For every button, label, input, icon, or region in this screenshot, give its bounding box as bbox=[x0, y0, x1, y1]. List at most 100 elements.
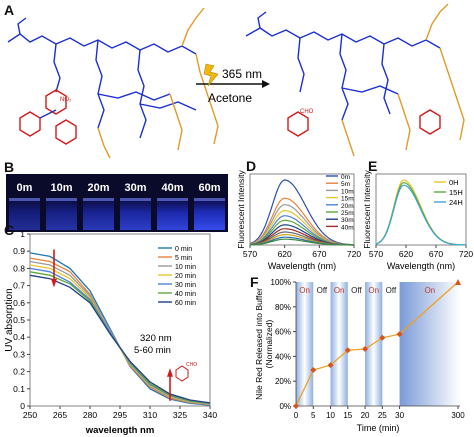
x-tick-label: 280 bbox=[83, 410, 97, 420]
y-tick-label: 100% bbox=[271, 278, 291, 287]
x-tick-label: 250 bbox=[23, 410, 37, 420]
nile-red-release-chart: On Off On Off On Off On 0% 20% 40% 60% 80% 100% 0 5 10 1… bbox=[254, 278, 465, 433]
panel-c: C 0 0.1 0.2 0.3 0.4 0.5 0.6 0.7 0.8 0.9 1 250 265 280… bbox=[0, 220, 232, 437]
x-axis-title: wavelength nm bbox=[85, 425, 155, 436]
panel-d-label: D bbox=[246, 158, 257, 174]
fluorescence-chart-e: 570 620 670 720 Wavelength (nm) Fluorescent I… bbox=[362, 170, 473, 271]
vial bbox=[46, 198, 77, 230]
legend-entry: 30m bbox=[341, 217, 354, 224]
x-tick-label: 295 bbox=[113, 410, 127, 420]
region-label: On bbox=[424, 286, 435, 295]
x-tick-label: 325 bbox=[173, 410, 187, 420]
y-tick-label: 0.5 bbox=[13, 315, 25, 325]
x-axis-title: Wavelength (nm) bbox=[387, 261, 455, 271]
vial-label: 30m bbox=[124, 182, 146, 194]
data-point bbox=[362, 345, 369, 352]
x-tick-label: 0 bbox=[294, 411, 299, 420]
y-tick-label: 0.1 bbox=[13, 384, 25, 394]
region-label: On bbox=[334, 286, 345, 295]
y-tick-label: 0.8 bbox=[13, 263, 25, 273]
legend-entry: 0m bbox=[341, 174, 350, 181]
legend-entry: 20m bbox=[341, 203, 354, 210]
x-tick-label: 720 bbox=[347, 249, 361, 259]
vial-meniscus bbox=[194, 198, 225, 201]
y-tick-label: 0 bbox=[20, 401, 25, 411]
vial-meniscus bbox=[120, 198, 151, 201]
legend-entry: 60 min bbox=[175, 300, 196, 307]
x-tick-label: 720 bbox=[459, 249, 473, 259]
y-axis-title: Fluorescent Intensity bbox=[362, 170, 372, 249]
y-tick-label: 0.3 bbox=[13, 349, 25, 359]
panel-e-label: E bbox=[368, 158, 378, 174]
data-point bbox=[379, 334, 386, 341]
region-label: Off bbox=[386, 286, 397, 295]
plot-frame bbox=[375, 173, 467, 246]
legend-entry: 30 min bbox=[175, 282, 196, 289]
series-line bbox=[29, 274, 211, 404]
legend-entry: 5 min bbox=[175, 255, 192, 262]
lightning-icon bbox=[203, 63, 219, 87]
uv-absorption-chart: 0 0.1 0.2 0.3 0.4 0.5 0.6 0.7 0.8 0.9 1 250 265 280 29… bbox=[4, 229, 217, 436]
legend-entry: 0H bbox=[449, 178, 459, 187]
annotation-320nm: 320 nm bbox=[140, 333, 172, 344]
y-tick-label: 0.9 bbox=[13, 246, 25, 256]
x-tick-label: 570 bbox=[369, 249, 383, 259]
y-tick-label: 80% bbox=[275, 303, 291, 312]
y-axis-title-unit: (Normalized) bbox=[264, 320, 274, 369]
x-tick-label: 30 bbox=[395, 411, 404, 420]
y-tick-label: 0.4 bbox=[13, 332, 25, 342]
series-line bbox=[249, 238, 354, 246]
vial-photo: 0m 10m 20m 30m 40m 60m bbox=[6, 174, 228, 232]
vial-meniscus bbox=[9, 198, 40, 201]
data-point bbox=[396, 331, 403, 338]
reaction-wavelength: 365 nm bbox=[222, 67, 262, 81]
vial-meniscus bbox=[157, 198, 188, 201]
fluorescence-chart-d: 570 620 670 720 Wavelength (nm) Fluorescent I… bbox=[236, 170, 361, 271]
panel-f-label: F bbox=[250, 274, 259, 290]
vial-label: 20m bbox=[87, 182, 109, 194]
plot-frame bbox=[249, 173, 355, 246]
legend-entry: 24H bbox=[449, 198, 463, 207]
panel-a-label: A bbox=[4, 2, 15, 18]
region-label: Off bbox=[317, 286, 328, 295]
vial-label: 40m bbox=[161, 182, 183, 194]
region-label: Off bbox=[351, 286, 362, 295]
x-tick-label: 10 bbox=[326, 411, 335, 420]
panel-e: E 570 620 670 720 Wavelength (nm) Fluorescent… bbox=[362, 158, 474, 271]
legend-entry: 25m bbox=[341, 210, 354, 217]
decrease-arrowhead bbox=[51, 278, 57, 288]
legend-entry: 40m bbox=[341, 224, 354, 231]
data-point bbox=[327, 362, 334, 369]
y-tick-label: 1 bbox=[20, 229, 25, 239]
data-point bbox=[344, 347, 351, 354]
y-axis-title: Fluorescent Intensity bbox=[236, 170, 246, 249]
vial-label: 0m bbox=[17, 182, 33, 194]
x-tick-label: 620 bbox=[278, 249, 292, 259]
region-label: On bbox=[299, 286, 310, 295]
legend-entry: 10m bbox=[341, 188, 354, 195]
vial bbox=[157, 198, 188, 230]
x-tick-label: 5 bbox=[311, 411, 316, 420]
x-tick-label: 265 bbox=[53, 410, 67, 420]
series-line bbox=[375, 184, 466, 246]
on-region bbox=[330, 282, 348, 406]
reaction-scheme: NO₂ 365 nm Acetone CHO bbox=[7, 3, 465, 159]
x-tick-label: 20 bbox=[361, 411, 370, 420]
legend-entry: 0 min bbox=[175, 246, 192, 253]
data-point bbox=[310, 367, 317, 374]
y-tick-label: 20% bbox=[275, 377, 291, 386]
y-axis-title: UV absorption bbox=[4, 288, 15, 351]
vial-meniscus bbox=[83, 198, 114, 201]
nitroso-benzaldehyde-icon bbox=[175, 365, 189, 382]
panel-a: A NO₂ 365 nm Ac bbox=[0, 0, 474, 160]
x-tick-label: 25 bbox=[378, 411, 387, 420]
vial bbox=[194, 198, 225, 230]
reaction-solvent: Acetone bbox=[208, 91, 252, 105]
vial bbox=[9, 198, 40, 230]
reaction-arrow bbox=[196, 63, 270, 88]
nitro-label: NO₂ bbox=[60, 97, 72, 103]
legend-entry: 15m bbox=[341, 196, 354, 203]
legend-entry: 20 min bbox=[175, 273, 196, 280]
series-line bbox=[249, 179, 354, 246]
vial-meniscus bbox=[46, 198, 77, 201]
